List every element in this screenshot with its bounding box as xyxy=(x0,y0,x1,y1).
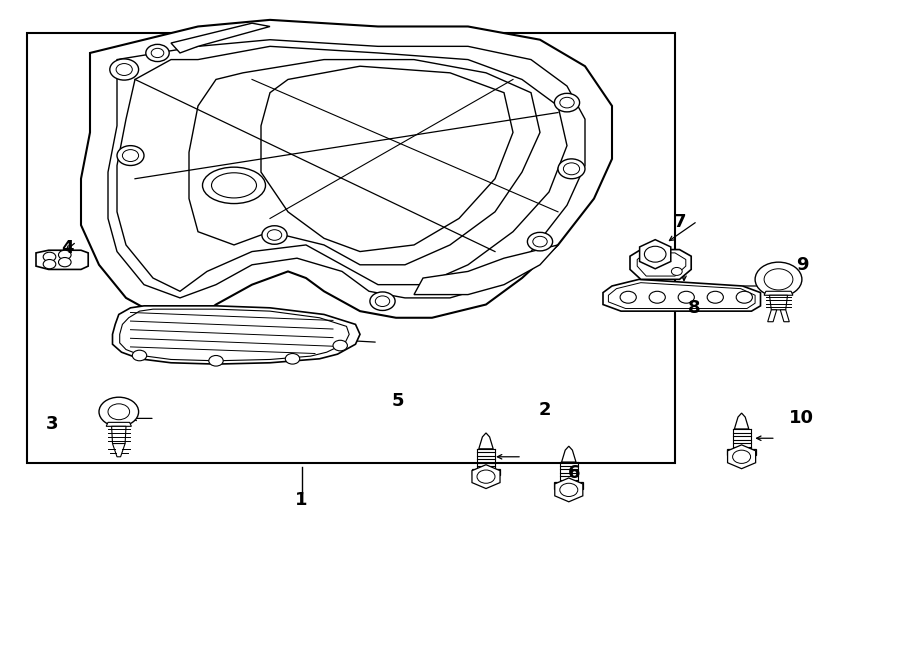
Text: 1: 1 xyxy=(295,491,308,509)
Polygon shape xyxy=(764,291,793,295)
Circle shape xyxy=(477,470,495,483)
Polygon shape xyxy=(608,283,755,308)
Circle shape xyxy=(132,350,147,361)
Circle shape xyxy=(43,260,56,269)
Polygon shape xyxy=(637,253,686,276)
Polygon shape xyxy=(36,250,88,269)
Polygon shape xyxy=(108,40,585,298)
Polygon shape xyxy=(112,426,126,444)
Circle shape xyxy=(707,291,724,303)
Text: 5: 5 xyxy=(392,391,404,410)
Polygon shape xyxy=(562,446,576,462)
Polygon shape xyxy=(554,482,583,489)
Polygon shape xyxy=(414,245,558,295)
Circle shape xyxy=(733,450,751,463)
Text: 2: 2 xyxy=(538,401,551,420)
Ellipse shape xyxy=(202,167,266,204)
Text: 10: 10 xyxy=(789,409,814,428)
Polygon shape xyxy=(768,310,777,322)
Polygon shape xyxy=(261,66,513,252)
Circle shape xyxy=(146,44,169,62)
Polygon shape xyxy=(117,46,567,291)
Polygon shape xyxy=(727,445,756,469)
Polygon shape xyxy=(189,60,540,265)
Text: 3: 3 xyxy=(46,414,58,433)
Text: 4: 4 xyxy=(61,239,74,258)
Circle shape xyxy=(262,226,287,244)
Circle shape xyxy=(333,340,347,351)
Polygon shape xyxy=(106,422,131,426)
Circle shape xyxy=(116,64,132,75)
Polygon shape xyxy=(734,413,749,429)
Polygon shape xyxy=(640,240,670,269)
Circle shape xyxy=(117,146,144,166)
Circle shape xyxy=(736,291,752,303)
Circle shape xyxy=(558,159,585,179)
Circle shape xyxy=(755,262,802,297)
Circle shape xyxy=(679,291,695,303)
Polygon shape xyxy=(171,23,270,53)
Circle shape xyxy=(151,48,164,58)
Circle shape xyxy=(110,59,139,80)
Circle shape xyxy=(122,150,139,162)
Circle shape xyxy=(370,292,395,310)
Circle shape xyxy=(620,291,636,303)
Circle shape xyxy=(375,296,390,307)
Circle shape xyxy=(560,483,578,496)
Circle shape xyxy=(533,236,547,247)
Circle shape xyxy=(267,230,282,240)
Text: 6: 6 xyxy=(568,464,580,483)
Polygon shape xyxy=(81,20,612,318)
Circle shape xyxy=(108,404,130,420)
Polygon shape xyxy=(472,469,500,475)
Circle shape xyxy=(764,269,793,290)
Bar xyxy=(27,33,675,463)
Polygon shape xyxy=(603,279,760,311)
Polygon shape xyxy=(727,449,756,455)
Circle shape xyxy=(560,97,574,108)
Polygon shape xyxy=(554,478,583,502)
Polygon shape xyxy=(780,310,789,322)
Text: 9: 9 xyxy=(796,256,809,274)
Circle shape xyxy=(671,267,682,275)
Ellipse shape xyxy=(212,173,256,198)
Text: 7: 7 xyxy=(673,213,686,231)
Polygon shape xyxy=(112,306,360,364)
Circle shape xyxy=(209,355,223,366)
Circle shape xyxy=(99,397,139,426)
Text: 8: 8 xyxy=(688,299,700,317)
Polygon shape xyxy=(630,250,691,279)
Polygon shape xyxy=(112,444,125,457)
Circle shape xyxy=(649,291,665,303)
Circle shape xyxy=(285,354,300,364)
Polygon shape xyxy=(472,465,500,489)
Circle shape xyxy=(563,163,580,175)
Polygon shape xyxy=(120,309,349,361)
Circle shape xyxy=(554,93,580,112)
Polygon shape xyxy=(770,295,788,310)
Circle shape xyxy=(58,258,71,267)
Circle shape xyxy=(644,246,666,262)
Circle shape xyxy=(58,250,71,260)
Circle shape xyxy=(527,232,553,251)
Circle shape xyxy=(43,252,56,261)
Polygon shape xyxy=(479,433,493,449)
